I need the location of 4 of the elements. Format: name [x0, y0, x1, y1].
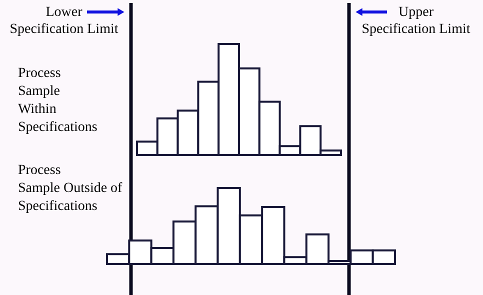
- annotation: Process Sample Outside of Specifications: [18, 163, 123, 214]
- text: Upper Specification Limit: [362, 5, 470, 37]
- text: Lower Specification Limit: [10, 5, 118, 37]
- text: Process Sample Within Specifications: [18, 66, 98, 135]
